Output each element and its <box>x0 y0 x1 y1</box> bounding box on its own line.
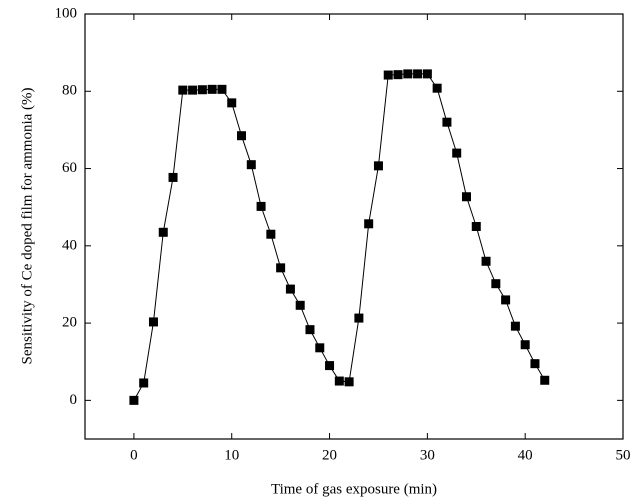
data-point <box>540 375 550 385</box>
data-point <box>393 70 403 80</box>
y-tick-label: 40 <box>62 237 77 253</box>
data-point <box>178 85 188 95</box>
y-tick-label: 100 <box>55 5 78 21</box>
data-point <box>501 295 511 305</box>
data-point <box>461 192 471 202</box>
data-point <box>432 83 442 93</box>
data-point <box>148 317 158 327</box>
y-tick-label: 0 <box>70 392 78 408</box>
data-point <box>227 98 237 108</box>
data-point <box>373 161 383 171</box>
x-tick-label: 30 <box>420 447 435 463</box>
data-point <box>383 70 393 80</box>
y-axis-label: Sensitivity of Ce doped film for ammonia… <box>19 87 35 364</box>
y-tick-label: 60 <box>62 160 77 176</box>
plot-frame <box>84 13 624 440</box>
data-point <box>364 219 374 229</box>
data-point <box>207 84 217 94</box>
x-tick-label: 50 <box>616 447 631 463</box>
data-point <box>344 377 354 387</box>
data-point <box>295 300 305 310</box>
data-point <box>168 172 178 182</box>
data-point <box>158 227 168 237</box>
data-point <box>305 325 315 335</box>
data-point <box>237 131 247 141</box>
x-tick-label: 0 <box>130 447 138 463</box>
data-point <box>422 69 432 79</box>
x-tick-label: 20 <box>322 447 337 463</box>
data-point <box>520 340 530 350</box>
data-point <box>285 284 295 294</box>
data-point <box>442 117 452 127</box>
data-point <box>413 69 423 79</box>
data-point <box>471 222 481 231</box>
data-point <box>276 263 286 273</box>
data-point <box>510 321 520 331</box>
data-point <box>452 148 462 158</box>
data-point <box>325 361 335 371</box>
x-axis-label: Time of gas exposure (min) <box>271 481 437 497</box>
x-tick-label: 40 <box>518 447 533 463</box>
data-point <box>530 359 540 369</box>
y-tick-label: 80 <box>62 83 77 99</box>
data-point <box>354 313 364 323</box>
data-point <box>481 256 491 266</box>
data-point <box>403 69 413 79</box>
data-point <box>197 85 207 95</box>
data-point <box>129 395 139 405</box>
data-point <box>491 279 501 289</box>
data-point <box>246 160 256 170</box>
data-point <box>334 376 344 386</box>
data-point <box>188 85 198 95</box>
series-line <box>133 73 546 401</box>
data-point <box>266 229 276 239</box>
x-tick-label: 10 <box>224 447 239 463</box>
data-point <box>256 201 266 211</box>
data-point <box>217 84 227 94</box>
y-tick-label: 20 <box>62 315 77 331</box>
data-point <box>315 343 325 353</box>
data-point <box>139 378 149 388</box>
